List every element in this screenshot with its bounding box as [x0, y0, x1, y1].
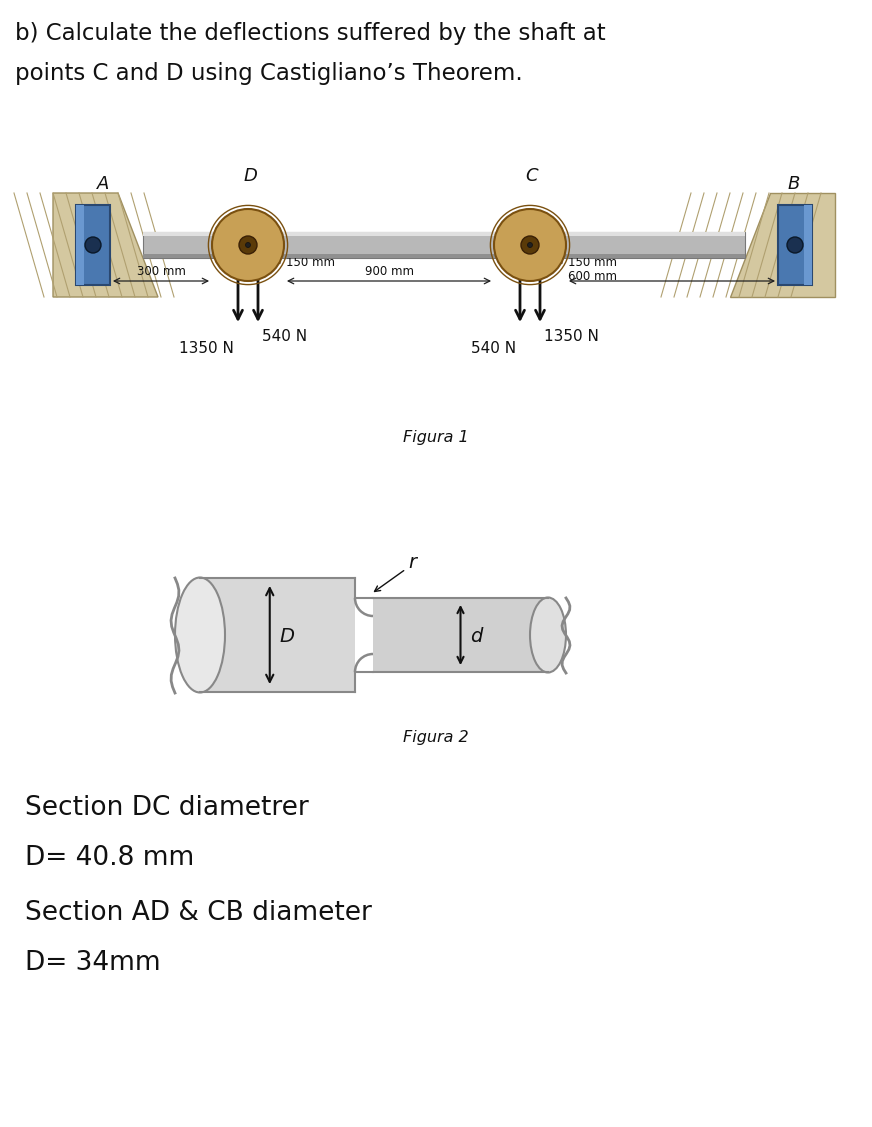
- Circle shape: [787, 237, 803, 252]
- Polygon shape: [778, 205, 812, 285]
- Bar: [143, 254, 745, 258]
- Ellipse shape: [175, 577, 225, 692]
- Text: D= 40.8 mm: D= 40.8 mm: [25, 845, 194, 871]
- Polygon shape: [76, 205, 110, 285]
- Text: 1350 N: 1350 N: [544, 329, 599, 344]
- Polygon shape: [53, 193, 158, 298]
- Ellipse shape: [212, 208, 284, 281]
- Text: D= 34mm: D= 34mm: [25, 950, 160, 976]
- Circle shape: [85, 237, 101, 252]
- Bar: [76, 205, 84, 285]
- Text: b) Calculate the deflections suffered by the shaft at: b) Calculate the deflections suffered by…: [15, 23, 606, 45]
- Bar: [143, 232, 745, 258]
- Text: B: B: [787, 175, 800, 193]
- Text: C: C: [526, 167, 538, 185]
- Ellipse shape: [530, 597, 566, 673]
- Text: D: D: [280, 628, 295, 647]
- Text: 900 mm: 900 mm: [364, 265, 413, 278]
- Text: 150 mm: 150 mm: [568, 257, 617, 269]
- Bar: [373, 598, 548, 673]
- Text: Figura 2: Figura 2: [403, 730, 469, 745]
- Text: 150 mm: 150 mm: [286, 257, 335, 269]
- Text: A: A: [97, 175, 109, 193]
- Text: 300 mm: 300 mm: [137, 265, 186, 278]
- Text: 540 N: 540 N: [471, 341, 516, 356]
- Text: d: d: [471, 628, 483, 647]
- Ellipse shape: [246, 242, 250, 248]
- Text: r: r: [408, 553, 416, 573]
- Ellipse shape: [494, 208, 566, 281]
- Ellipse shape: [239, 236, 257, 254]
- Bar: [143, 232, 745, 236]
- Polygon shape: [730, 193, 835, 298]
- Text: Section AD & CB diameter: Section AD & CB diameter: [25, 900, 371, 926]
- Ellipse shape: [521, 236, 539, 254]
- Text: 600 mm: 600 mm: [568, 270, 617, 284]
- Text: points C and D using Castigliano’s Theorem.: points C and D using Castigliano’s Theor…: [15, 62, 522, 85]
- Text: Figura 1: Figura 1: [403, 431, 469, 445]
- Text: Section DC diametrer: Section DC diametrer: [25, 795, 309, 820]
- Ellipse shape: [528, 242, 533, 248]
- Text: D: D: [243, 167, 257, 185]
- Bar: [804, 205, 812, 285]
- Bar: [200, 578, 355, 693]
- Text: 1350 N: 1350 N: [179, 341, 234, 356]
- Text: 540 N: 540 N: [262, 329, 307, 344]
